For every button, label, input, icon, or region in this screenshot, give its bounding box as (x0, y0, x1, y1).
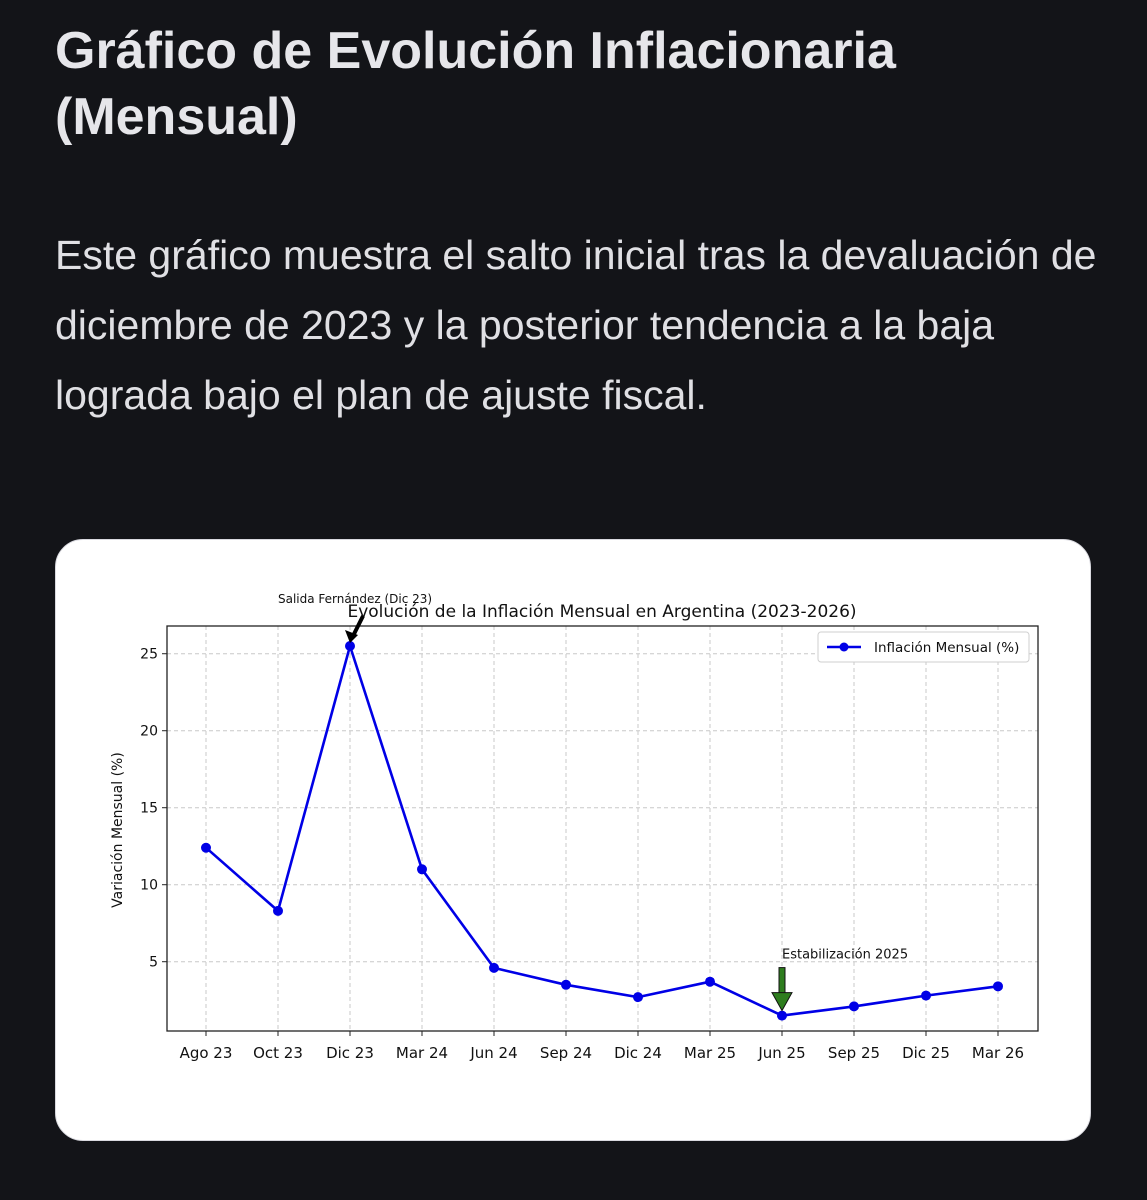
y-tick-label: 10 (140, 878, 158, 894)
annotation-label: Salida Fernández (Dic 23) (278, 592, 432, 606)
x-tick-label: Ago 23 (180, 1044, 233, 1062)
description-paragraph: Este gráfico muestra el salto inicial tr… (55, 232, 1097, 418)
data-point (633, 992, 643, 1003)
annotation-label: Estabilización 2025 (782, 948, 908, 963)
data-point (561, 979, 571, 990)
page-heading: Gráfico de Evolución Inflacionaria (Mens… (55, 22, 896, 146)
annotation-arrow-shaft (352, 615, 365, 635)
annotation-arrow-head (771, 992, 793, 1012)
x-tick-label: Sep 24 (540, 1044, 592, 1062)
annotations: Salida Fernández (Dic 23) Estabilización … (278, 592, 908, 1012)
chart-card: 5 10 15 20 25 Ago 23 Oct 23 Dic 23 Mar 24 Jun 24… (55, 539, 1091, 1141)
x-tick-label: Mar 26 (972, 1044, 1024, 1062)
x-tick-label: Jun 24 (469, 1044, 517, 1062)
series-line-inflacion (205, 644, 999, 1017)
y-tick-label: 25 (140, 647, 158, 663)
x-ticks: Ago 23 Oct 23 Dic 23 Mar 24 Jun 24 Sep 24 Dic … (180, 1031, 1024, 1062)
data-point (993, 981, 1003, 992)
x-tick-label: Jun 25 (757, 1044, 805, 1062)
series-points (201, 641, 1003, 1021)
data-point (777, 1010, 787, 1021)
inflation-line-chart: 5 10 15 20 25 Ago 23 Oct 23 Dic 23 Mar 24 Jun 24… (110, 592, 1039, 1062)
data-point (489, 962, 499, 973)
chart-title: Evolución de la Inflación Mensual en Arg… (347, 602, 856, 622)
legend-box (817, 631, 1030, 663)
data-point (921, 990, 931, 1001)
legend-marker (839, 642, 849, 652)
y-axis-label: Variación Mensual (%) (110, 752, 126, 908)
y-ticks: 5 10 15 20 25 (140, 647, 167, 971)
data-point (417, 864, 427, 875)
data-point (345, 641, 355, 652)
y-tick-label: 20 (140, 724, 158, 740)
legend: Inflación Mensual (%) (817, 631, 1030, 663)
annotation-arrow-shaft (778, 967, 786, 995)
data-point (705, 976, 715, 987)
x-tick-label: Mar 25 (684, 1044, 736, 1062)
plot-area-frame (166, 625, 1039, 1032)
x-tick-label: Sep 25 (828, 1044, 880, 1062)
legend-label: Inflación Mensual (%) (874, 640, 1019, 656)
data-point (849, 1001, 859, 1012)
y-tick-label: 5 (149, 955, 158, 971)
x-tick-label: Dic 24 (614, 1044, 662, 1062)
annotation-arrow-head (345, 630, 358, 644)
y-tick-label: 15 (140, 801, 158, 817)
x-tick-label: Dic 23 (326, 1044, 374, 1062)
x-tick-label: Mar 24 (396, 1044, 448, 1062)
data-point (201, 842, 211, 853)
x-tick-label: Oct 23 (253, 1044, 303, 1062)
x-tick-label: Dic 25 (902, 1044, 950, 1062)
grid-lines (167, 626, 1038, 1031)
data-point (273, 905, 283, 916)
